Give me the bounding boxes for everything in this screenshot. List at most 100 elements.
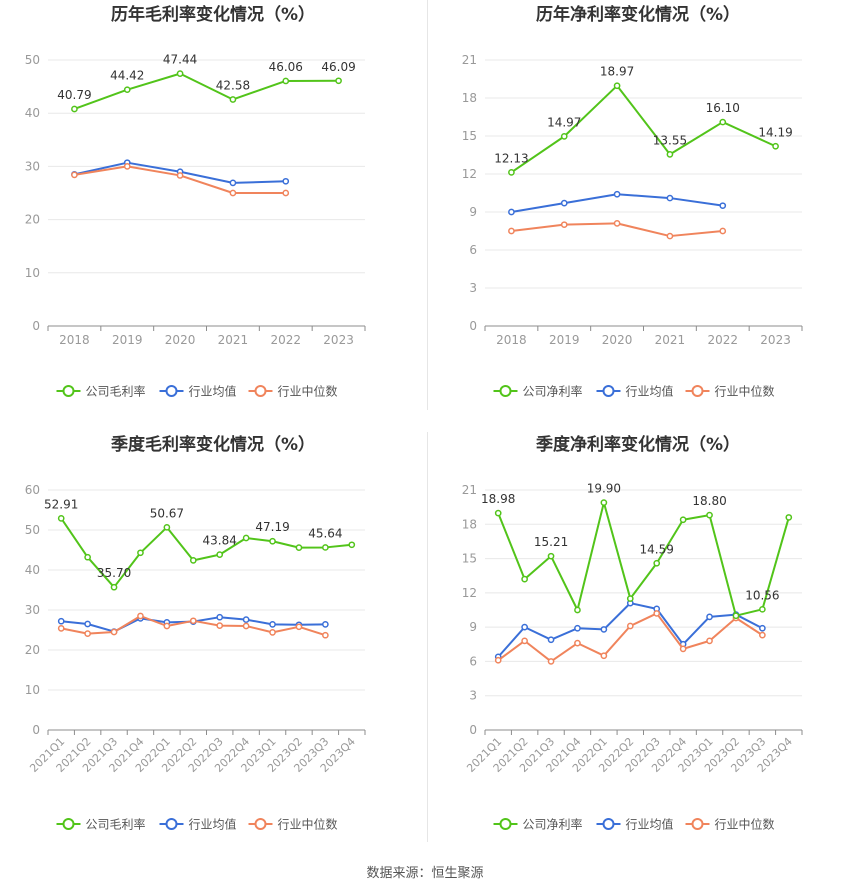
point-industry_median-3-8: [706, 637, 713, 645]
point-company-3-10: [759, 605, 766, 613]
legend-label-0-0: 公司毛利率: [86, 384, 146, 399]
point-industry_avg-3-8: [706, 613, 713, 621]
point-industry_avg-0-4: [282, 177, 290, 185]
series-line-company-2: [60, 517, 352, 589]
y-tick-label-2-40: 40: [25, 563, 40, 577]
point-company-2-4: [163, 523, 171, 531]
point-industry_median-0-3: [229, 189, 237, 197]
y-tick-label-2-50: 50: [25, 523, 40, 537]
point-company-3-7: [679, 516, 687, 524]
point-industry_median-2-2: [110, 628, 118, 636]
point-industry_median-0-1: [123, 163, 131, 170]
data-label-2-10: 45.64: [308, 526, 342, 540]
point-industry_avg-1-2: [613, 190, 621, 198]
point-industry_median-2-0: [57, 625, 65, 632]
point-industry_median-2-5: [189, 617, 197, 625]
y-tick-label-1-21: 21: [462, 53, 477, 67]
point-industry_avg-2-7: [242, 616, 250, 623]
y-tick-label-1-15: 15: [462, 129, 477, 143]
point-industry_median-3-3: [574, 639, 581, 647]
legend-marker-2-2: [254, 818, 267, 830]
chart-title-3: 季度净利率变化情况（%）: [536, 434, 740, 455]
legend-label-2-0: 公司毛利率: [86, 817, 146, 832]
x-tick-label-0-5: 2023: [323, 333, 354, 347]
legend-marker-0-2: [254, 385, 267, 397]
legend-marker-0-0: [62, 385, 75, 397]
data-label-2-6: 43.84: [203, 534, 237, 548]
data-label-2-8: 47.19: [255, 520, 289, 534]
point-industry_avg-3-2: [547, 636, 555, 644]
point-industry_median-3-4: [600, 652, 608, 660]
legend-label-1-1: 行业均值: [626, 384, 674, 399]
y-tick-label-2-20: 20: [25, 643, 40, 657]
point-industry_avg-3-3: [574, 624, 581, 632]
point-industry_avg-1-1: [560, 199, 568, 207]
data-label-1-0: 12.13: [494, 151, 528, 165]
data-label-3-2: 15.21: [534, 535, 568, 549]
legend-marker-2-0: [62, 818, 75, 830]
y-tick-label-3-12: 12: [462, 586, 477, 600]
legend-marker-3-2: [691, 818, 704, 830]
point-company-0-1: [123, 86, 131, 94]
point-industry_avg-3-1: [521, 623, 528, 631]
series-line-company-0: [74, 72, 339, 110]
point-industry_median-3-1: [521, 637, 528, 645]
point-industry_median-3-2: [547, 658, 555, 665]
point-industry_median-2-9: [295, 623, 303, 631]
y-tick-label-2-0: 0: [32, 723, 40, 737]
data-source: 数据来源：恒生聚源: [366, 866, 484, 881]
point-company-3-4: [600, 499, 608, 506]
series-line-industry_median-3: [497, 612, 763, 663]
point-industry_avg-2-0: [57, 617, 65, 625]
point-company-1-3: [666, 151, 674, 158]
point-industry_avg-2-6: [216, 613, 224, 621]
point-company-3-5: [626, 595, 634, 602]
series-line-company-1: [510, 84, 776, 174]
y-tick-label-3-6: 6: [469, 654, 477, 668]
legend-label-1-2: 行业中位数: [715, 384, 775, 399]
data-label-1-5: 14.19: [758, 125, 792, 139]
data-label-1-4: 16.10: [706, 101, 740, 115]
point-industry_median-0-4: [282, 189, 290, 197]
point-industry_median-1-4: [719, 227, 727, 235]
x-tick-label-0-3: 2021: [218, 333, 249, 347]
point-company-0-0: [71, 105, 78, 113]
point-company-2-10: [322, 544, 329, 551]
data-label-1-3: 13.55: [653, 133, 687, 147]
point-company-2-9: [295, 544, 303, 551]
point-company-3-1: [521, 575, 528, 583]
data-label-2-2: 35.70: [97, 566, 131, 580]
data-label-0-4: 46.06: [269, 60, 303, 74]
point-company-1-0: [508, 169, 515, 176]
y-tick-label-2-60: 60: [25, 483, 40, 497]
point-industry_avg-2-1: [84, 620, 91, 628]
point-industry_median-1-2: [613, 220, 621, 227]
x-tick-label-1-0: 2018: [496, 333, 527, 347]
legend-label-3-0: 公司净利率: [523, 817, 583, 832]
data-label-0-5: 46.09: [321, 60, 355, 74]
legend-marker-1-2: [691, 385, 704, 397]
point-industry_avg-3-4: [600, 626, 608, 633]
data-label-3-10: 10.56: [745, 588, 779, 602]
point-company-0-3: [229, 96, 237, 103]
y-tick-label-0-30: 30: [25, 159, 40, 173]
point-industry_median-2-4: [163, 622, 171, 630]
point-industry_median-1-0: [508, 227, 515, 235]
point-company-0-5: [335, 77, 342, 85]
point-company-1-4: [719, 118, 727, 126]
x-tick-label-0-2: 2020: [165, 333, 196, 347]
point-company-1-5: [772, 142, 779, 150]
point-company-2-8: [269, 537, 276, 545]
x-tick-label-1-4: 2022: [707, 333, 738, 347]
point-industry_median-2-6: [216, 622, 224, 629]
y-tick-label-0-0: 0: [32, 319, 40, 333]
point-company-1-2: [613, 82, 621, 90]
y-tick-label-3-0: 0: [469, 723, 477, 737]
y-tick-label-3-9: 9: [469, 620, 477, 634]
point-company-3-2: [547, 552, 555, 560]
point-industry_avg-1-3: [666, 194, 674, 202]
point-company-1-1: [560, 133, 568, 140]
data-label-1-2: 18.97: [600, 65, 634, 79]
point-company-2-7: [242, 534, 250, 542]
y-tick-label-1-0: 0: [469, 319, 477, 333]
